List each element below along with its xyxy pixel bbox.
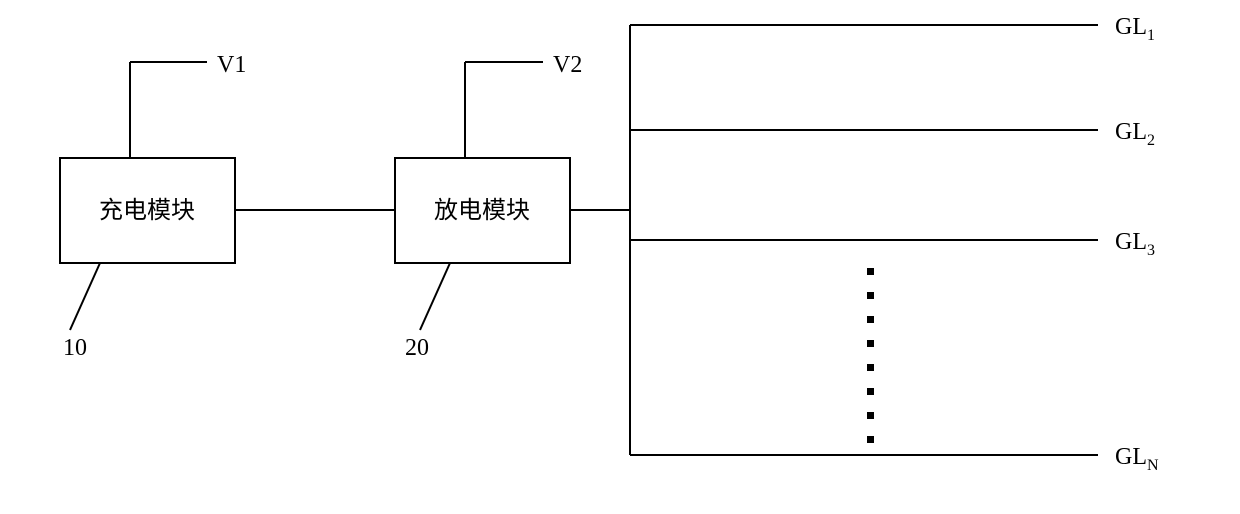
ref-10-label: 10 <box>63 335 87 361</box>
output-label-3: GL3 <box>1115 229 1155 259</box>
ref-10-line <box>70 263 100 330</box>
ref-20-line <box>420 263 450 330</box>
ref-20-label: 20 <box>405 335 429 361</box>
diagram-svg: 充电模块 V1 10 放电模块 V2 20 GL1 GL2 GL3 GLN <box>0 0 1240 514</box>
discharge-block-label: 放电模块 <box>434 197 530 224</box>
v2-label: V2 <box>553 52 582 78</box>
output-label-n: GLN <box>1115 444 1159 474</box>
diagram-container: 充电模块 V1 10 放电模块 V2 20 GL1 GL2 GL3 GLN <box>0 0 1240 514</box>
output-label-2: GL2 <box>1115 119 1155 149</box>
ellipsis-dots <box>867 268 874 443</box>
output-label-1: GL1 <box>1115 14 1155 44</box>
v1-label: V1 <box>217 52 246 78</box>
charge-block-label: 充电模块 <box>99 197 195 224</box>
